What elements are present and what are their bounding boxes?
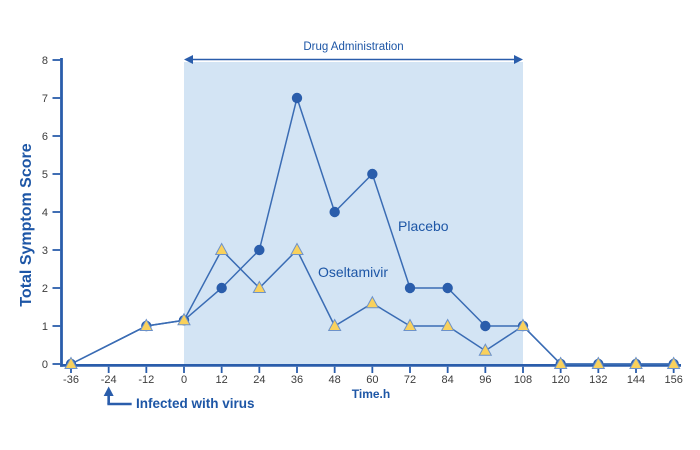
x-tick-label: -24	[101, 374, 117, 386]
y-tick-label: 1	[42, 321, 48, 333]
x-tick-label: 36	[291, 374, 303, 386]
placebo-point-icon	[404, 282, 416, 294]
y-tick-label: 2	[42, 283, 48, 295]
oseltamivir-series-label: Oseltamivir	[318, 264, 389, 280]
x-tick-label: 120	[551, 374, 569, 386]
oseltamivir-point-icon	[629, 356, 643, 369]
drug-administration-band	[184, 62, 523, 366]
placebo-point-icon	[367, 168, 378, 180]
oseltamivir-point-icon	[327, 318, 342, 331]
oseltamivir-point-icon	[365, 295, 380, 309]
x-tick-label: 24	[253, 374, 265, 386]
x-tick-label: 0	[181, 374, 187, 386]
x-tick-label: -36	[63, 374, 79, 386]
y-tick-label: 5	[42, 169, 48, 181]
oseltamivir-point-icon	[478, 343, 493, 356]
infected-arrow-head-icon	[103, 386, 114, 396]
oseltamivir-point-icon	[516, 318, 530, 331]
x-tick-label: 144	[627, 374, 645, 386]
oseltamivir-point-icon	[553, 356, 568, 369]
x-tick-label: 108	[514, 374, 532, 386]
x-tick-label: 60	[366, 374, 378, 386]
x-tick-label: 96	[479, 374, 491, 386]
x-tick-label: 48	[329, 374, 341, 386]
oseltamivir-point-icon	[139, 318, 154, 331]
x-tick-label: 132	[589, 374, 607, 386]
oseltamivir-point-icon	[252, 280, 267, 293]
x-tick-label: 84	[442, 374, 454, 386]
placebo-point-icon	[480, 320, 491, 332]
placebo-point-icon	[291, 92, 303, 104]
oseltamivir-point-icon	[64, 356, 78, 369]
oseltamivir-line	[70, 248, 674, 365]
oseltamivir-point-icon	[403, 318, 417, 331]
oseltamivir-point-icon	[214, 242, 229, 255]
placebo-series-label: Placebo	[398, 218, 449, 234]
x-tick-label: -12	[138, 374, 154, 386]
band-arrow-right-icon	[514, 55, 523, 64]
oseltamivir-point-icon	[177, 312, 191, 326]
placebo-point-icon	[442, 282, 453, 294]
placebo-point-icon	[329, 206, 340, 218]
drug-administration-label: Drug Administration	[303, 41, 404, 53]
infected-annotation-label: Infected with virus	[136, 396, 255, 411]
placebo-point-icon	[216, 282, 227, 294]
oseltamivir-point-icon	[591, 356, 606, 369]
oseltamivir-point-icon	[290, 242, 304, 255]
x-tick-label: 156	[664, 374, 682, 386]
y-axis-title: Total Symptom Score	[18, 143, 35, 307]
y-tick-label: 6	[42, 131, 48, 143]
x-tick-label: 12	[216, 374, 228, 386]
placebo-point-icon	[254, 244, 265, 256]
y-tick-label: 8	[42, 55, 48, 67]
y-tick-label: 4	[42, 207, 48, 219]
y-tick-label: 7	[42, 93, 48, 105]
x-axis-title: Time.h	[351, 387, 391, 401]
y-tick-label: 3	[42, 245, 48, 257]
oseltamivir-point-icon	[440, 318, 455, 331]
oseltamivir-point-icon	[666, 356, 681, 369]
y-tick-label: 0	[42, 359, 48, 371]
x-tick-label: 72	[404, 374, 416, 386]
band-arrow-left-icon	[184, 55, 193, 64]
